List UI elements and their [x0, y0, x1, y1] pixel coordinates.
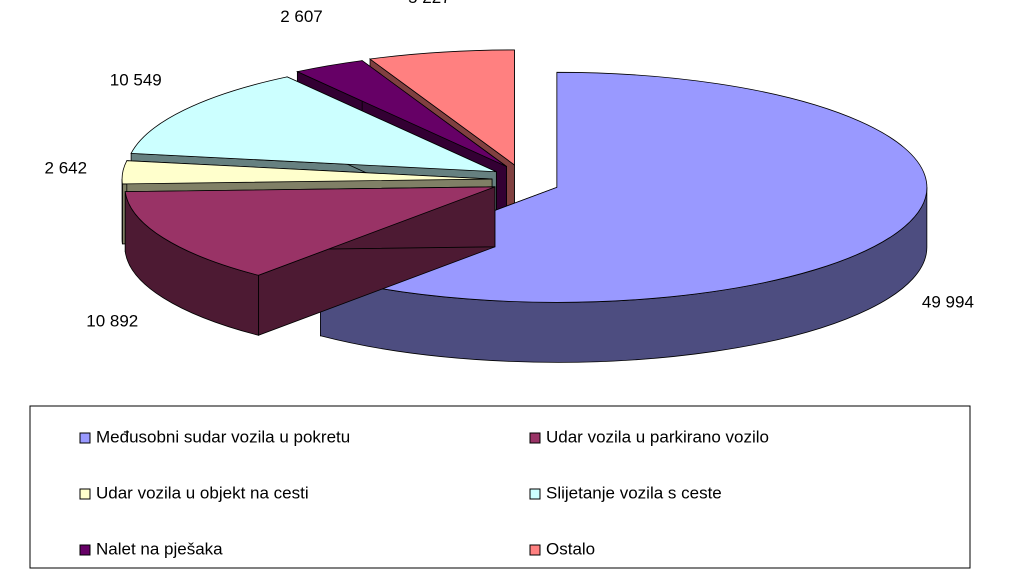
legend-label: Međusobni sudar vozila u pokretu — [96, 427, 350, 446]
legend-label: Udar vozila u parkirano vozilo — [546, 427, 769, 446]
slice-top — [296, 60, 507, 167]
slice-top — [121, 160, 493, 185]
data-label: 10 892 — [86, 312, 138, 331]
legend-label: Nalet na pješaka — [96, 539, 223, 558]
legend-swatch — [79, 488, 91, 500]
data-label: 10 549 — [110, 70, 162, 89]
legend-swatch — [529, 488, 541, 500]
data-label: 49 994 — [922, 292, 974, 311]
legend-swatch — [529, 432, 541, 444]
legend-label: Ostalo — [546, 539, 595, 558]
slice-top — [130, 76, 497, 173]
data-label: 2 607 — [280, 7, 323, 26]
legend-swatch — [79, 432, 91, 444]
data-label: 2 642 — [45, 159, 88, 178]
slice-top — [368, 49, 515, 166]
legend-swatch — [79, 544, 91, 556]
legend-swatch — [529, 544, 541, 556]
data-label: 5 227 — [408, 0, 451, 7]
slice-top — [124, 186, 496, 276]
legend-box — [29, 405, 971, 569]
legend-label: Udar vozila u objekt na cesti — [96, 483, 309, 502]
legend-label: Slijetanje vozila s ceste — [546, 483, 722, 502]
slice — [124, 186, 496, 336]
